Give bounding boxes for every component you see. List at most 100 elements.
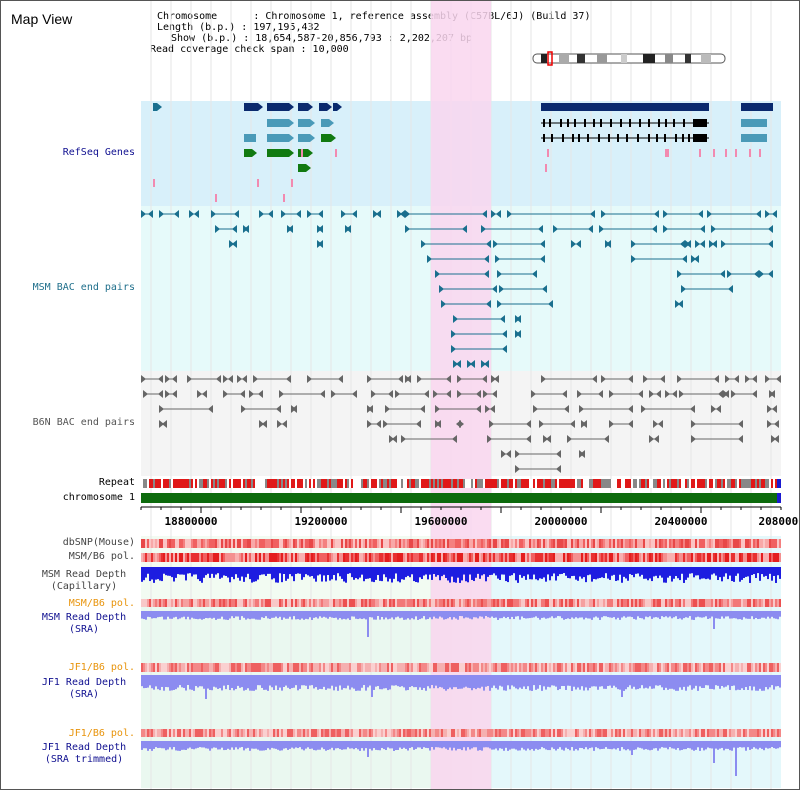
msm-depth-capillary-bar — [365, 567, 367, 579]
bac-end-marker — [531, 390, 536, 398]
dbsnp-strip — [733, 539, 735, 548]
msm-depth-sra-bar — [419, 611, 421, 620]
msm-b6-pol-strip — [311, 553, 313, 562]
msm-b6-pol-strip — [171, 553, 173, 562]
msm-depth-capillary-bar — [241, 567, 243, 577]
repeat-segment — [421, 479, 423, 488]
jf1-b6-pol-strip — [673, 663, 675, 672]
dbsnp-strip — [147, 539, 149, 548]
msm-depth-capillary-bar — [725, 567, 727, 574]
jf1-depth-trimmed-bar — [703, 741, 705, 751]
bac-end-marker — [148, 210, 153, 218]
jf1-b6-pol-strip — [387, 663, 389, 672]
jf1-b6-pol-strip — [155, 663, 157, 672]
msm-b6-pol-strip — [445, 553, 447, 562]
msm-b6-pol-strip — [693, 553, 695, 562]
msm-b6-pol-strip-2 — [469, 599, 471, 607]
msm-b6-pol-strip — [495, 553, 497, 562]
msm-depth-sra-bar — [515, 611, 517, 617]
msm-b6-pol-strip — [313, 553, 315, 562]
bac-end-marker — [539, 420, 544, 428]
jf1-depth-sra-bar — [325, 675, 327, 690]
bac-end-marker — [172, 390, 177, 398]
repeat-segment — [281, 479, 283, 488]
jf1-b6-pol-strip — [461, 663, 463, 672]
dbsnp-strip — [241, 539, 243, 548]
repeat-segment — [215, 479, 217, 488]
gene-arrow — [289, 119, 294, 127]
msm-depth-capillary-bar — [167, 567, 169, 576]
repeat-segment — [359, 479, 361, 488]
msm-b6-pol-strip-2 — [257, 599, 259, 607]
gene-arrow — [289, 134, 294, 142]
jf1-depth-sra-bar — [273, 675, 275, 690]
repeat-segment — [231, 479, 233, 488]
jf1-b6-pol-strip — [649, 663, 651, 672]
msm-b6-pol-strip-2 — [499, 599, 501, 607]
jf1-b6-pol-strip — [271, 663, 273, 672]
jf1-depth-sra-bar — [765, 675, 767, 688]
msm-b6-pol-strip — [199, 553, 201, 562]
msm-depth-sra-bar — [643, 611, 645, 620]
bac-end-marker — [562, 390, 567, 398]
msm-depth-capillary-bar — [513, 567, 515, 574]
jf1-b6-pol-strip — [541, 663, 543, 672]
msm-depth-sra-bar — [231, 611, 233, 617]
bac-end-marker — [492, 390, 497, 398]
msm-b6-pol-strip-2 — [737, 599, 739, 607]
bac-end-marker — [691, 435, 696, 443]
jf1-b6-pol-strip — [267, 663, 269, 672]
msm-b6-pol-strip-2 — [209, 599, 211, 607]
msm-b6-pol-strip-2 — [681, 599, 683, 607]
bac-end-marker — [500, 315, 505, 323]
msm-depth-capillary-bar — [341, 567, 343, 579]
msm-b6-pol-strip-2 — [651, 599, 653, 607]
msm-depth-sra-bar — [263, 611, 265, 618]
msm-depth-capillary-bar — [271, 567, 273, 580]
repeat-segment — [725, 479, 727, 488]
jf1-b6-pol-strip — [645, 663, 647, 672]
msm-b6-pol-strip-2 — [759, 599, 761, 607]
msm-depth-capillary-bar — [197, 567, 199, 580]
repeat-segment — [239, 479, 241, 488]
repeat-segment — [249, 479, 251, 488]
jf1-b6-pol-strip-2 — [141, 729, 143, 737]
jf1-b6-pol-strip-2 — [153, 729, 155, 737]
msm-depth-capillary-bar — [571, 567, 573, 577]
jf1-depth-trimmed-bar — [343, 741, 345, 750]
repeat-segment — [661, 479, 663, 488]
msm-b6-pol-strip-2 — [231, 599, 233, 607]
msm-bac-label[interactable]: MSM BAC end pairs — [32, 282, 135, 293]
bac-end-marker — [724, 390, 729, 398]
msm-depth-sra-bar — [433, 611, 435, 617]
msm-depth-sra-bar — [245, 611, 247, 620]
jf1-depth-sra-bar — [229, 675, 231, 691]
b6n-bac-label[interactable]: B6N BAC end pairs — [32, 417, 135, 428]
msm-depth-sra-bar — [525, 611, 527, 619]
gene-arrow — [327, 103, 332, 111]
bac-end-marker — [556, 465, 561, 473]
msm-depth-sra-bar — [373, 611, 375, 620]
dbsnp-strip — [639, 539, 641, 548]
msm-depth-sra-bar — [651, 611, 653, 619]
jf1-depth-sra-bar — [599, 675, 601, 687]
jf1-depth-sra-bar — [233, 675, 235, 691]
msm-depth-capillary-bar — [211, 567, 213, 574]
dbsnp-strip — [753, 539, 755, 548]
msm-depth-sra-bar — [257, 611, 259, 620]
msm-depth-sra-bar — [181, 611, 183, 618]
jf1-b6-pol-strip-2 — [511, 729, 513, 737]
msm-b6-pol-strip — [741, 553, 743, 562]
dbsnp-strip — [363, 539, 365, 548]
jf1-b6-pol-strip — [693, 663, 695, 672]
jf1-b6-pol-strip — [753, 663, 755, 672]
jf1-depth-sra-bar — [717, 675, 719, 686]
jf1-b6-pol-strip-2 — [775, 729, 777, 737]
msm-b6-pol-strip — [235, 553, 237, 562]
msm-depth-capillary-bar — [293, 567, 295, 582]
refseq-label[interactable]: RefSeq Genes — [62, 147, 135, 158]
dbsnp-strip — [289, 539, 291, 548]
msm-depth-sra-bar — [711, 611, 713, 617]
jf1-depth-sra-bar — [269, 675, 271, 686]
